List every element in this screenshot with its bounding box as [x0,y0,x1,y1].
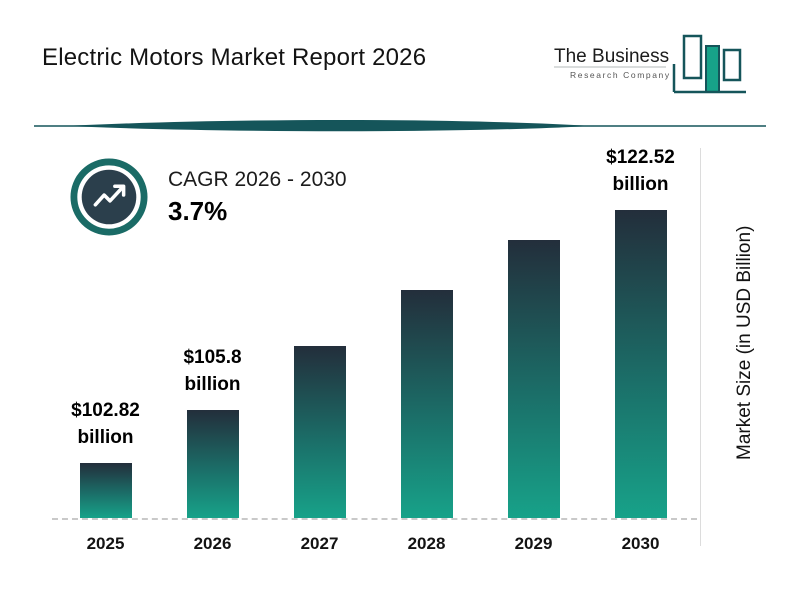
bar-column: $105.8 billion [159,344,266,518]
x-tick-2027: 2027 [300,534,339,553]
bars-row: $102.82 billion $105.8 billion $122.52 billio… [52,138,697,520]
x-tick-2025: 2025 [86,534,125,553]
trend-up-icon [70,158,148,236]
years-row: 2025 2026 2027 2028 2029 2030 [52,520,697,554]
bar-value-label: $105.8 billion [183,346,242,396]
y-axis-title: Market Size (in USD Billion) [734,225,755,460]
bar-value-label: $102.82 billion [71,399,140,449]
bar-2025 [79,463,132,518]
bar-2026 [186,410,239,518]
logo-line1: The Business [554,46,669,67]
bar-column [373,290,480,518]
bar-value-label: $122.52 billion [606,146,675,196]
bar-2028 [400,290,453,518]
page-title: Electric Motors Market Report 2026 [42,44,427,71]
bar-column [266,346,373,518]
y-axis-line [700,148,701,546]
bar-column: $102.82 billion [52,397,159,518]
bar-2030 [614,210,667,518]
x-tick-2028: 2028 [407,534,446,553]
bar-column: $122.52 billion [587,144,694,518]
cagr-block: CAGR 2026 - 2030 3.7% [70,158,347,236]
x-tick-2026: 2026 [193,534,232,553]
bar-column [480,240,587,518]
cagr-value: 3.7% [168,195,228,226]
logo-bars-icon [672,34,746,94]
bar-2027 [293,346,346,518]
x-tick-2029: 2029 [514,534,553,553]
bar-chart: $102.82 billion $105.8 billion $122.52 billio… [52,138,697,554]
cagr-text: CAGR 2026 - 2030 3.7% [168,168,347,227]
bar-2029 [507,240,560,518]
cagr-label: CAGR 2026 - 2030 [168,167,347,191]
logo-line2: Research Company [570,70,671,80]
company-logo: The Business Research Company [554,34,746,94]
x-tick-2030: 2030 [621,534,660,553]
divider [34,120,766,132]
